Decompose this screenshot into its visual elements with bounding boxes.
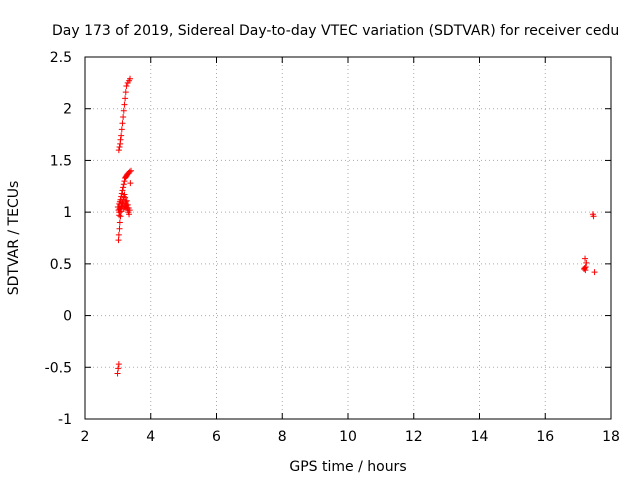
- data-point: [126, 211, 133, 218]
- data-point: [582, 255, 589, 262]
- data-point: [117, 136, 124, 143]
- data-point: [114, 370, 121, 377]
- data-point: [128, 167, 135, 174]
- y-tick-label: 1.5: [50, 153, 72, 169]
- data-point: [120, 113, 127, 120]
- data-point: [116, 219, 123, 226]
- data-point: [115, 237, 122, 244]
- x-tick-label: 4: [146, 429, 155, 445]
- data-point: [118, 199, 125, 206]
- data-point: [123, 82, 130, 89]
- data-point: [120, 107, 127, 114]
- data-point: [115, 231, 122, 238]
- data-point: [116, 143, 123, 150]
- y-tick-labels: -1 -0.5 0 0.5 1 1.5 2 2.5: [45, 50, 72, 428]
- data-point: [119, 120, 126, 127]
- data-point: [120, 184, 127, 191]
- y-tick-label: 0: [63, 309, 72, 325]
- data-point: [591, 269, 598, 276]
- x-axis-label: GPS time / hours: [289, 459, 406, 475]
- x-tick-labels: 2 4 6 8 10 12 14 16 18: [81, 429, 620, 445]
- data-point: [121, 191, 128, 198]
- data-point: [118, 132, 125, 139]
- x-tick-label: 2: [81, 429, 90, 445]
- data-point: [127, 75, 134, 82]
- data-point: [124, 201, 131, 208]
- data-point: [121, 101, 128, 108]
- data-point: [118, 190, 125, 197]
- data-point: [115, 147, 122, 154]
- data-point: [115, 361, 122, 368]
- data-point: [119, 187, 126, 194]
- chart-title: Day 173 of 2019, Sidereal Day-to-day VTE…: [52, 23, 619, 39]
- x-tick-label: 8: [278, 429, 287, 445]
- data-point: [583, 259, 590, 266]
- data-point: [115, 365, 122, 372]
- data-point: [116, 225, 123, 232]
- data-point: [127, 180, 134, 187]
- axis-ticks: [84, 56, 612, 420]
- x-tick-label: 14: [471, 429, 489, 445]
- data-point: [122, 89, 129, 96]
- x-tick-label: 10: [339, 429, 357, 445]
- data-point: [126, 207, 133, 214]
- data-point: [120, 181, 127, 188]
- y-tick-label: -1: [58, 412, 72, 428]
- y-axis-label: SDTVAR / TECUs: [6, 181, 22, 296]
- y-tick-label: 1: [63, 205, 72, 221]
- data-point: [589, 211, 596, 218]
- data-point: [123, 197, 130, 204]
- data-point: [117, 213, 124, 220]
- data-point: [122, 95, 129, 102]
- data-point: [118, 126, 125, 133]
- x-tick-label: 12: [405, 429, 423, 445]
- y-tick-label: -0.5: [45, 360, 72, 376]
- data-point: [121, 178, 128, 185]
- y-tick-label: 2.5: [50, 50, 72, 66]
- x-tick-label: 6: [212, 429, 221, 445]
- data-point: [122, 194, 129, 201]
- x-tick-label: 18: [602, 429, 620, 445]
- data-point: [582, 263, 589, 270]
- grid-lines: [85, 57, 611, 419]
- data-point: [116, 206, 123, 213]
- data-points: [114, 75, 598, 377]
- y-tick-label: 2: [63, 102, 72, 118]
- y-tick-label: 0.5: [50, 257, 72, 273]
- x-tick-label: 16: [536, 429, 554, 445]
- data-point: [126, 168, 133, 175]
